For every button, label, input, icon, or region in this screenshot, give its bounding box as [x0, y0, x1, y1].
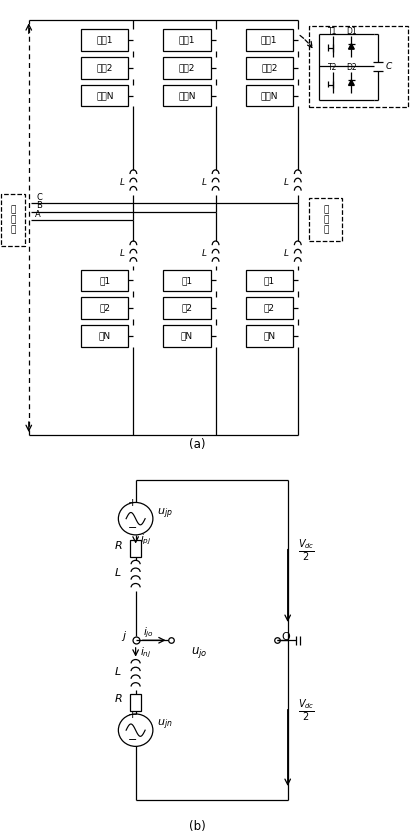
Bar [164, 325, 211, 347]
Text: 直
流
侧: 直 流 侧 [11, 205, 16, 235]
Text: −: − [127, 734, 137, 744]
Polygon shape [349, 80, 354, 86]
Text: $\frac{V_{dc}}{2}$: $\frac{V_{dc}}{2}$ [298, 698, 315, 724]
Polygon shape [349, 44, 354, 50]
Text: T1: T1 [328, 27, 337, 36]
Text: R: R [114, 541, 122, 550]
Text: (b): (b) [189, 821, 206, 833]
Text: 樂2: 樂2 [264, 304, 275, 313]
Bar [246, 297, 293, 319]
Text: L: L [284, 248, 289, 258]
Text: 模块N: 模块N [178, 91, 196, 100]
Text: $u_{jn}$: $u_{jn}$ [157, 717, 173, 732]
Text: R: R [114, 695, 122, 705]
Bar [81, 325, 128, 347]
Text: $i_{pj}$: $i_{pj}$ [140, 533, 151, 547]
Circle shape [118, 503, 153, 535]
Text: L: L [201, 248, 207, 258]
Text: j: j [122, 632, 126, 642]
Text: A: A [35, 210, 41, 219]
Bar [246, 325, 293, 347]
Text: 樂N: 樂N [99, 331, 111, 341]
Text: 模块1: 模块1 [97, 36, 113, 44]
Bar [164, 269, 211, 291]
Bar [246, 57, 293, 79]
Bar [81, 297, 128, 319]
Bar [130, 694, 141, 711]
Text: L: L [114, 667, 120, 677]
Circle shape [118, 714, 153, 747]
Text: 樂N: 樂N [263, 331, 275, 341]
Text: C: C [386, 62, 392, 71]
Bar [81, 85, 128, 107]
Text: O: O [282, 633, 290, 642]
Text: D2: D2 [346, 63, 357, 72]
Text: 模块2: 模块2 [179, 64, 195, 72]
Bar [81, 29, 128, 51]
Text: 樂1: 樂1 [181, 276, 193, 285]
FancyBboxPatch shape [309, 26, 408, 107]
Bar [81, 57, 128, 79]
Bar [246, 269, 293, 291]
Text: 交
流
侧: 交 流 侧 [323, 205, 328, 235]
Text: 樂1: 樂1 [99, 276, 111, 285]
FancyBboxPatch shape [309, 199, 342, 241]
Bar [246, 29, 293, 51]
Text: +: + [127, 710, 137, 720]
FancyBboxPatch shape [1, 194, 25, 246]
Text: $i_{nj}$: $i_{nj}$ [140, 645, 151, 659]
Bar [81, 269, 128, 291]
Text: 樂2: 樂2 [182, 304, 192, 313]
Text: T2: T2 [328, 63, 337, 72]
Text: 模块1: 模块1 [179, 36, 195, 44]
Text: L: L [201, 178, 207, 186]
Text: $\frac{V_{dc}}{2}$: $\frac{V_{dc}}{2}$ [298, 538, 315, 564]
Text: 樂N: 樂N [181, 331, 193, 341]
Text: L: L [119, 178, 125, 186]
Text: 樂2: 樂2 [99, 304, 110, 313]
Text: −: − [127, 523, 137, 533]
Text: L: L [119, 248, 125, 258]
Text: (a): (a) [189, 438, 206, 451]
Text: 模块N: 模块N [96, 91, 113, 100]
Bar [246, 85, 293, 107]
Bar [164, 57, 211, 79]
Text: $u_{jo}$: $u_{jo}$ [191, 645, 208, 659]
Text: 模块N: 模块N [261, 91, 278, 100]
Bar [164, 85, 211, 107]
Text: 模块2: 模块2 [97, 64, 113, 72]
Text: +: + [127, 498, 137, 508]
Text: C: C [37, 193, 42, 202]
Bar [130, 540, 141, 557]
Text: 樂1: 樂1 [263, 276, 275, 285]
Text: L: L [114, 568, 120, 578]
Text: $i_{jo}$: $i_{jo}$ [143, 626, 154, 640]
Text: B: B [36, 201, 42, 211]
Bar [164, 29, 211, 51]
Bar [164, 297, 211, 319]
Text: D1: D1 [346, 27, 357, 36]
Text: L: L [284, 178, 289, 186]
Text: 模块2: 模块2 [261, 64, 277, 72]
Text: $u_{jp}$: $u_{jp}$ [157, 506, 173, 521]
Text: 模块1: 模块1 [261, 36, 277, 44]
